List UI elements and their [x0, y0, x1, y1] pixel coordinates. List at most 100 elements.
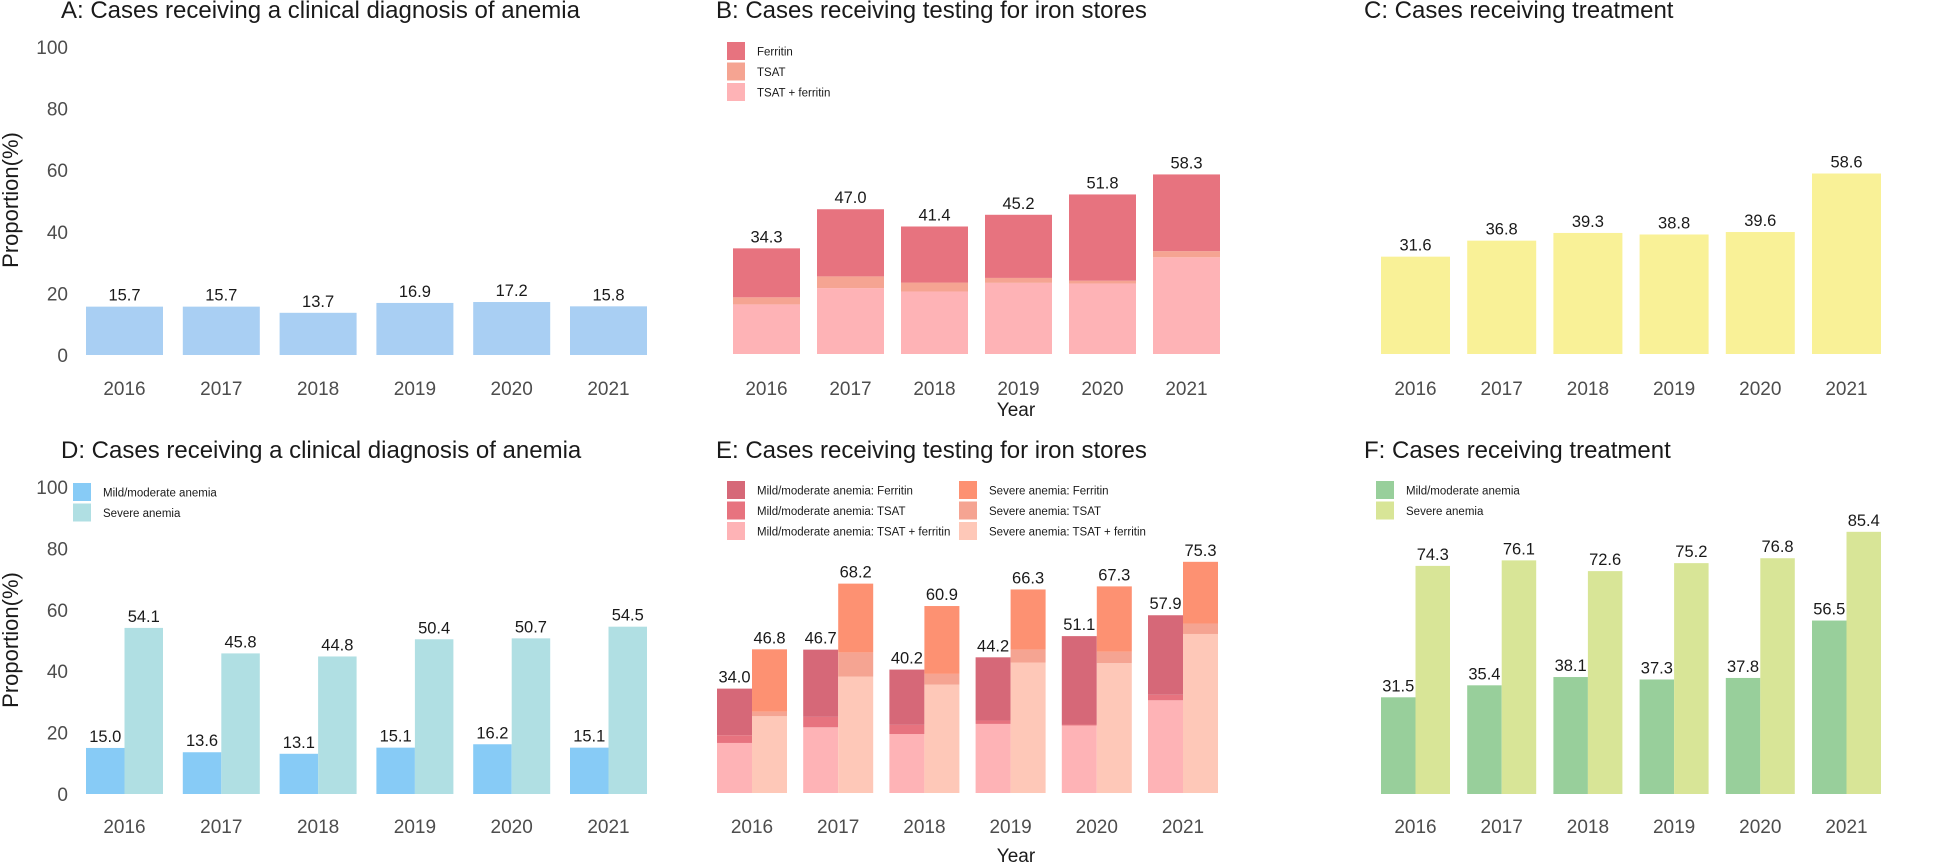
panel-b-bar-segment [985, 282, 1052, 354]
panel-d-bar-value-label: 13.6 [186, 732, 218, 750]
panel-b-legend-label: TSAT + ferritin [757, 88, 830, 100]
panel-f-bar-value-label: 85.4 [1848, 512, 1880, 530]
panel-a-bar [570, 306, 647, 355]
panel-b-bar-segment [901, 282, 968, 292]
panel-f-bar [1639, 679, 1675, 794]
panel-a-bar-value-label: 15.7 [108, 287, 140, 305]
panel-e-bar-total-label: 68.2 [840, 564, 872, 582]
panel-f-bar-value-label: 37.8 [1727, 658, 1759, 676]
panel-b-x-tick-label: 2021 [1165, 379, 1207, 400]
panel-f-bar-value-label: 31.5 [1382, 677, 1414, 695]
panel-b-bar-segment [733, 248, 800, 298]
panel-c-bar [1725, 232, 1795, 354]
panel-f: F: Cases receiving treatment Mild/modera… [1364, 437, 1881, 838]
panel-d-y-axis-label: Proportion(%) [0, 572, 23, 708]
panel-f-bar [1467, 685, 1502, 794]
panel-e-x-tick-label: 2016 [731, 817, 773, 838]
panel-e-legend-swatch [959, 481, 977, 499]
panel-b-x-axis-label: Year [997, 400, 1036, 421]
panel-c-x-tick-label: 2019 [1653, 379, 1695, 400]
panel-a-bar [279, 312, 357, 355]
panel-e-bar-segment [1148, 694, 1183, 701]
panel-c-x-tick-label: 2021 [1825, 379, 1867, 400]
panel-b-bar-total-label: 41.4 [918, 206, 950, 224]
panel-c-bar-value-label: 58.6 [1830, 154, 1862, 172]
panel-e-bar-segment [1010, 649, 1046, 663]
panel-e-bar-segment [838, 676, 874, 793]
panel-e-bar-segment [889, 734, 925, 793]
panel-d-bar [511, 638, 551, 794]
panel-e-bar-segment [717, 688, 752, 736]
panel-f-bar-value-label: 76.8 [1761, 538, 1793, 556]
panel-b-bar-segment [1153, 251, 1220, 258]
panel-f-bar [1812, 620, 1847, 794]
panel-d-bar [414, 639, 454, 794]
panel-b-x-tick-label: 2016 [745, 379, 787, 400]
panel-b-bar-segment [1153, 257, 1220, 354]
panel-b-x-tick-label: 2020 [1081, 379, 1123, 400]
panel-b-bar-segment [1153, 174, 1220, 252]
panel-c-x-tick-label: 2018 [1567, 379, 1609, 400]
panel-e-bar-segment [924, 673, 960, 685]
panel-c-bar [1812, 173, 1881, 354]
panel-e-bar-total-label: 46.7 [805, 630, 837, 648]
panel-e-bar-segment [1183, 623, 1218, 634]
panel-f-bar [1501, 560, 1537, 794]
panel-f-bar-value-label: 75.2 [1675, 543, 1707, 561]
panel-c-bar-value-label: 39.3 [1572, 213, 1604, 231]
panel-d-bar [473, 744, 512, 794]
panel-a-y-tick-label: 40 [47, 223, 68, 244]
panel-f-legend-label: Mild/moderate anemia [1406, 486, 1520, 498]
panel-f-x-tick-label: 2017 [1481, 817, 1523, 838]
panel-e-bar-total-label: 67.3 [1098, 566, 1130, 584]
panel-f-bar-value-label: 38.1 [1555, 657, 1587, 675]
panel-d-legend-swatch [73, 503, 91, 522]
panel-e-bar-segment [924, 606, 960, 674]
panel-d-bar-value-label: 15.0 [89, 728, 121, 746]
panel-c: C: Cases receiving treatment 31.6 36.8 39.… [1364, 0, 1881, 400]
panel-f-x-ticks: 2016 2017 2018 2019 2020 2021 [1394, 817, 1867, 838]
panel-d-x-tick-label: 2016 [103, 817, 145, 838]
panel-e-legend-label: Severe anemia: TSAT + ferritin [989, 527, 1146, 539]
panel-c-x-ticks: 2016 2017 2018 2019 2020 2021 [1394, 379, 1867, 400]
panel-a-bar-value-label: 15.8 [592, 286, 624, 304]
panel-f-bar-value-label: 76.1 [1503, 540, 1535, 558]
panel-f-x-tick-label: 2020 [1739, 817, 1781, 838]
panel-e-bar-total-label: 40.2 [891, 650, 923, 668]
panel-e-bar-total-label: 75.3 [1184, 542, 1216, 560]
panel-a-bar [86, 306, 163, 355]
panel-b-bar-segment [901, 226, 968, 283]
panel-e-bar-segment [752, 716, 787, 793]
panel-d-bar-value-label: 15.1 [380, 728, 412, 746]
panel-e-bar-segment [975, 657, 1011, 721]
panel-a-y-tick-label: 100 [36, 38, 68, 59]
panel-e-bar-segment [1061, 636, 1097, 725]
panel-e-bar-segment [838, 652, 874, 677]
panel-e-legend-swatch [727, 481, 745, 499]
panel-e-bar-segment [1148, 700, 1183, 793]
panel-d-legend-label: Mild/moderate anemia [103, 488, 217, 500]
panel-d-x-tick-label: 2020 [491, 817, 533, 838]
panel-e-bar-segment [752, 649, 787, 712]
panel-e-legend-swatch [727, 522, 745, 540]
panel-d-y-tick-label: 80 [47, 539, 68, 560]
panel-e-bar-total-label: 44.2 [977, 637, 1009, 655]
panel-a-y-tick-label: 20 [47, 284, 68, 305]
panel-c-bar-value-label: 36.8 [1486, 221, 1518, 239]
panel-d-bar-value-label: 44.8 [321, 636, 353, 654]
panel-e-bar-segment [889, 669, 925, 725]
panel-e-bar-segment [717, 742, 752, 793]
panel-e-legend: Mild/moderate anemia: Ferritin Mild/moder… [727, 481, 1146, 540]
panel-b-bar-segment [733, 304, 800, 354]
panel-e-x-tick-label: 2017 [817, 817, 859, 838]
panel-e-x-tick-label: 2019 [989, 817, 1031, 838]
panel-e-bar-total-label: 34.0 [718, 669, 750, 687]
panel-f-legend-label: Severe anemia [1406, 506, 1484, 518]
panel-d-bar [279, 753, 319, 794]
panel-d-bar-value-label: 13.1 [283, 734, 315, 752]
panel-e-bar-segment [924, 684, 960, 793]
panel-d-x-tick-label: 2017 [200, 817, 242, 838]
panel-b-title: B: Cases receiving testing for iron stor… [716, 0, 1147, 24]
panel-a-y-axis-label: Proportion(%) [0, 132, 23, 268]
